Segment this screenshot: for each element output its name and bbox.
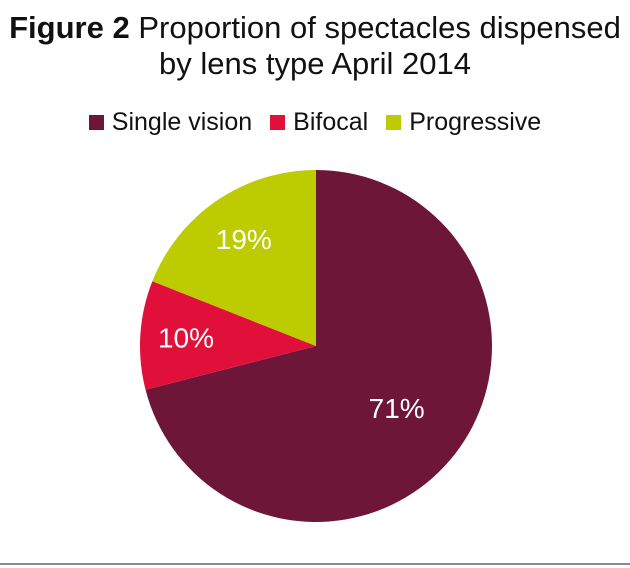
slice-label-progressive: 19%	[216, 224, 272, 255]
legend-item-progressive: Progressive	[386, 108, 541, 137]
legend-swatch-bifocal	[270, 115, 286, 130]
chart-title-line-2: by lens type April 2014	[159, 46, 471, 81]
chart-title-line-1: Figure 2 Proportion of spectacles dispen…	[0, 10, 630, 46]
slice-label-bifocal: 10%	[158, 322, 214, 353]
figure-label: Figure 2	[9, 10, 130, 45]
legend-item-bifocal: Bifocal	[270, 108, 368, 137]
pie-slice-bifocal	[140, 281, 316, 390]
legend-item-single-vision: Single vision	[88, 108, 253, 137]
legend-swatch-progressive	[386, 115, 402, 130]
pie-slice-progressive	[152, 170, 316, 346]
legend-label-progressive: Progressive	[409, 108, 542, 136]
slice-label-single-vision: 71%	[369, 393, 425, 424]
title-text-1: Proportion of spectacles dispensed	[138, 10, 621, 45]
legend: Single vision Bifocal Progressive	[0, 108, 630, 137]
legend-swatch-single-vision	[88, 115, 104, 130]
legend-label-bifocal: Bifocal	[293, 108, 369, 136]
chart-title: Figure 2 Proportion of spectacles dispen…	[0, 10, 630, 82]
bottom-divider	[0, 563, 630, 565]
pie-slice-single-vision	[145, 170, 492, 523]
legend-label-single-vision: Single vision	[111, 108, 253, 136]
